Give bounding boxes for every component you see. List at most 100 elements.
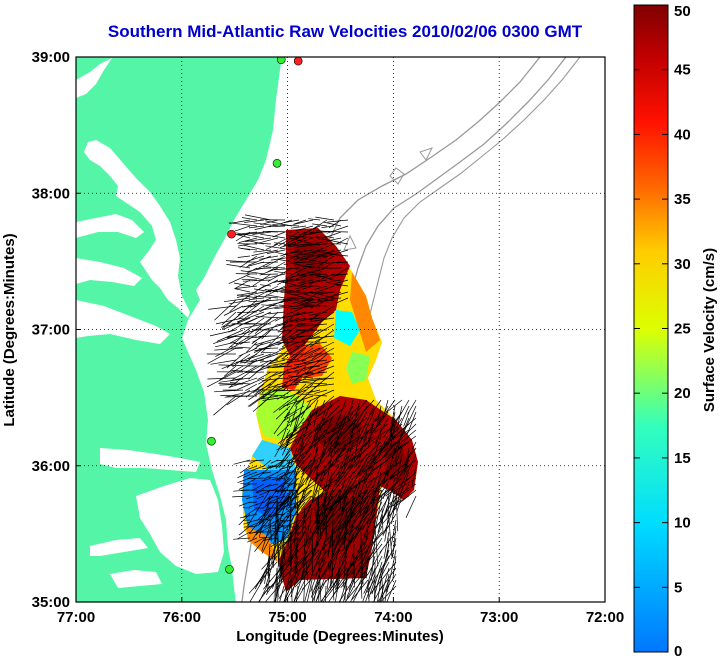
x-tick-label: 76:00 (163, 609, 201, 626)
velocity-vector (329, 459, 347, 496)
velocity-vector (310, 459, 326, 472)
velocity-vector (251, 305, 286, 313)
velocity-vector (277, 323, 293, 332)
velocity-vector (238, 483, 251, 490)
velocity-vector (245, 383, 258, 392)
velocity-vector (380, 435, 403, 461)
velocity-vector (290, 513, 300, 517)
velocity-vector (254, 555, 278, 588)
velocity-vector (337, 513, 348, 543)
velocity-vector (344, 585, 355, 602)
velocity-vector (232, 365, 258, 380)
velocity-vector (290, 525, 300, 528)
velocity-vector (249, 519, 265, 527)
velocity-vector (343, 417, 361, 431)
velocity-vector (234, 225, 251, 232)
velocity-vector (233, 282, 251, 287)
velocity-vector (257, 371, 272, 380)
velocity-vector (261, 329, 272, 340)
velocity-vector (394, 435, 417, 452)
x-tick-label: 72:00 (586, 609, 624, 626)
velocity-vector (301, 561, 327, 590)
colorbar-tick-label: 35 (674, 191, 691, 208)
velocity-vector (294, 567, 313, 588)
velocity-vector (309, 405, 326, 418)
velocity-vector (289, 417, 319, 438)
velocity-vector (396, 495, 403, 513)
velocity-vector (281, 519, 293, 523)
velocity-vector (253, 249, 272, 253)
velocity-vector (404, 471, 417, 483)
velocity-vector (371, 561, 383, 595)
velocity-vector (293, 579, 306, 602)
velocity-vector (338, 501, 348, 524)
velocity-vector (347, 513, 376, 545)
velocity-vector (287, 506, 300, 509)
velocity-vector (275, 288, 293, 293)
velocity-vector (338, 399, 347, 421)
velocity-vector (329, 279, 342, 282)
velocity-vector (292, 377, 307, 386)
velocity-vector (326, 281, 342, 287)
velocity-vector (304, 341, 335, 358)
velocity-vector (319, 513, 341, 535)
velocity-vector (286, 447, 305, 468)
velocity-vector (359, 471, 368, 496)
velocity-vector (249, 531, 258, 534)
velocity-vector (291, 465, 300, 472)
velocity-vector (237, 531, 251, 540)
velocity-vector (234, 288, 251, 293)
velocity-vector (353, 495, 369, 522)
velocity-vector (385, 477, 410, 497)
velocity-vector (234, 377, 265, 392)
velocity-vector (379, 579, 390, 602)
velocity-vector (236, 291, 265, 298)
velocity-vector (389, 423, 396, 451)
velocity-vector (349, 417, 368, 431)
velocity-vector (285, 347, 300, 357)
velocity-vector (377, 477, 389, 492)
velocity-vector (249, 297, 265, 300)
colorbar-tick-label: 15 (674, 450, 691, 467)
velocity-vector (228, 222, 258, 227)
velocity-vector (335, 561, 341, 591)
velocity-vector (294, 341, 328, 348)
york-james-rivers (76, 300, 170, 344)
velocity-vector (263, 471, 272, 474)
velocity-vector (303, 573, 306, 602)
velocity-vector (353, 489, 361, 512)
velocity-vector (314, 279, 328, 283)
velocity-vector (367, 441, 389, 468)
velocity-vector (296, 329, 328, 331)
velocity-vector (259, 489, 272, 496)
velocity-vector (293, 359, 328, 366)
velocity-vector (286, 489, 291, 511)
velocity-vector (352, 543, 355, 577)
velocity-vector (288, 405, 312, 423)
velocity-vector (310, 317, 328, 320)
velocity-vector (368, 453, 382, 472)
velocity-vector (369, 561, 397, 595)
velocity-vector (233, 233, 251, 239)
velocity-vector (253, 222, 279, 227)
velocity-vector (208, 305, 237, 310)
velocity-vector (325, 585, 327, 602)
velocity-vector (315, 236, 328, 239)
velocity-vector (324, 441, 340, 460)
velocity-vector (330, 567, 334, 591)
velocity-vector (284, 371, 314, 380)
velocity-vector (306, 261, 328, 266)
radar-station-marker (207, 436, 216, 446)
radar-station-marker (227, 229, 236, 239)
velocity-vector (340, 489, 348, 515)
velocity-vector (277, 459, 293, 461)
velocity-vector (255, 267, 272, 269)
velocity-vector (373, 525, 390, 544)
velocity-vector (318, 291, 335, 295)
velocity-vector (267, 513, 279, 518)
velocity-vector (268, 289, 286, 293)
velocity-vector (261, 489, 285, 522)
potomac-river (76, 214, 144, 238)
velocity-vector (332, 579, 335, 601)
